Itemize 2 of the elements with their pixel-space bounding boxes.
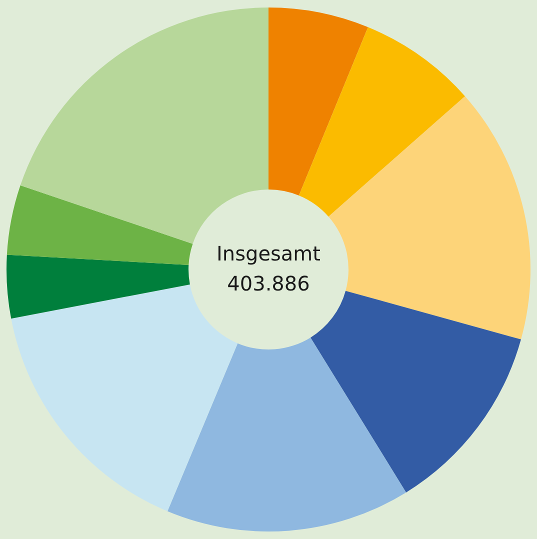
text: Insgesamt [216,242,321,266]
text: 403.886 [227,272,310,296]
